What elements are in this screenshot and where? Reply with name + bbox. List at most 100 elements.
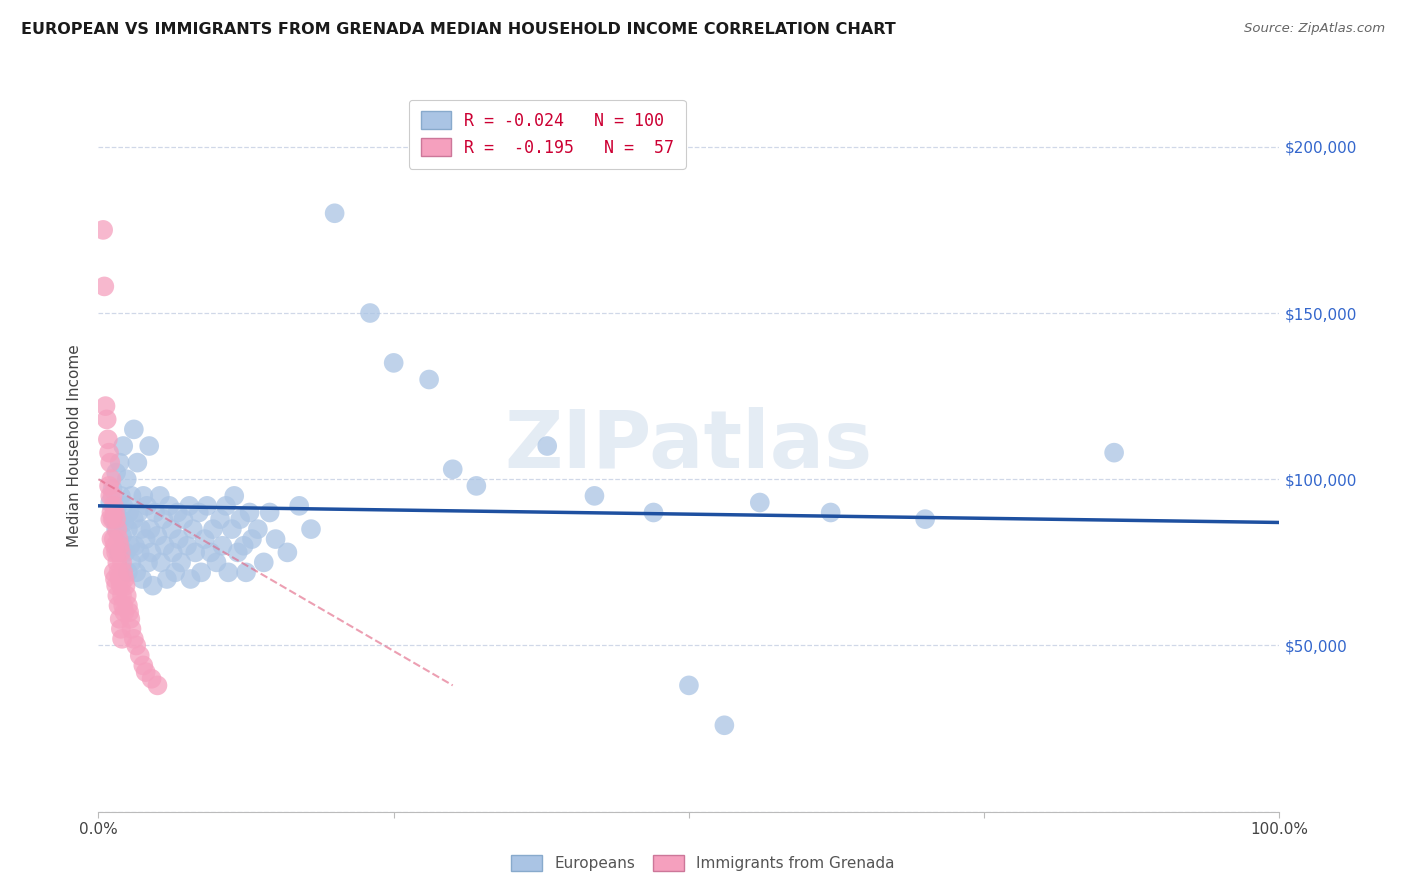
Point — [246, 522, 269, 536]
Point — [141, 545, 163, 559]
Text: EUROPEAN VS IMMIGRANTS FROM GRENADA MEDIAN HOUSEHOLD INCOME CORRELATION CHART: EUROPEAN VS IMMIGRANTS FROM GRENADA MEDI… — [21, 22, 896, 37]
Point — [132, 489, 155, 503]
Point — [217, 566, 239, 580]
Point — [96, 412, 118, 426]
Point — [153, 539, 176, 553]
Point — [107, 532, 129, 546]
Point — [162, 545, 184, 559]
Point — [117, 522, 139, 536]
Point — [264, 532, 287, 546]
Point — [100, 532, 122, 546]
Point — [229, 512, 252, 526]
Point — [122, 632, 145, 646]
Point — [100, 506, 122, 520]
Point — [103, 499, 125, 513]
Point — [141, 672, 163, 686]
Point — [94, 399, 117, 413]
Point — [114, 579, 136, 593]
Point — [165, 566, 187, 580]
Point — [150, 555, 173, 569]
Point — [124, 539, 146, 553]
Point — [122, 422, 145, 436]
Point — [211, 539, 233, 553]
Point — [105, 545, 128, 559]
Point — [110, 545, 132, 559]
Point — [125, 566, 148, 580]
Point — [117, 566, 139, 580]
Point — [239, 506, 262, 520]
Point — [235, 566, 257, 580]
Point — [105, 589, 128, 603]
Point — [115, 589, 138, 603]
Point — [678, 678, 700, 692]
Point — [382, 356, 405, 370]
Point — [111, 589, 134, 603]
Point — [194, 532, 217, 546]
Point — [180, 572, 202, 586]
Point — [152, 512, 174, 526]
Point — [172, 512, 194, 526]
Point — [98, 489, 121, 503]
Point — [200, 545, 222, 559]
Point — [100, 472, 122, 486]
Point — [110, 489, 132, 503]
Point — [101, 489, 124, 503]
Point — [120, 539, 142, 553]
Point — [195, 499, 218, 513]
Point — [117, 599, 139, 613]
Point — [101, 545, 124, 559]
Point — [110, 622, 132, 636]
Point — [128, 506, 150, 520]
Legend: Europeans, Immigrants from Grenada: Europeans, Immigrants from Grenada — [505, 849, 901, 877]
Point — [128, 545, 150, 559]
Point — [135, 665, 157, 679]
Point — [103, 532, 125, 546]
Point — [299, 522, 322, 536]
Point — [103, 566, 125, 580]
Point — [104, 539, 127, 553]
Point — [108, 612, 131, 626]
Point — [127, 456, 149, 470]
Point — [105, 466, 128, 480]
Point — [713, 718, 735, 732]
Point — [112, 516, 135, 530]
Point — [112, 499, 135, 513]
Point — [221, 522, 243, 536]
Point — [111, 529, 134, 543]
Point — [98, 456, 121, 470]
Point — [136, 555, 159, 569]
Point — [122, 512, 145, 526]
Point — [107, 599, 129, 613]
Point — [98, 479, 121, 493]
Point — [201, 522, 224, 536]
Point — [107, 566, 129, 580]
Point — [98, 495, 121, 509]
Text: ZIPatlas: ZIPatlas — [505, 407, 873, 485]
Point — [98, 445, 121, 459]
Point — [167, 532, 190, 546]
Point — [259, 506, 281, 520]
Point — [190, 566, 212, 580]
Point — [184, 545, 207, 559]
Point — [205, 555, 228, 569]
Point — [232, 539, 254, 553]
Y-axis label: Median Household Income: Median Household Income — [67, 344, 83, 548]
Point — [128, 648, 150, 663]
Point — [465, 479, 488, 493]
Point — [120, 612, 142, 626]
Point — [1102, 445, 1125, 459]
Point — [170, 555, 193, 569]
Point — [143, 506, 166, 520]
Point — [643, 506, 665, 520]
Point — [105, 512, 128, 526]
Point — [112, 439, 135, 453]
Point — [166, 506, 188, 520]
Point — [160, 522, 183, 536]
Point — [121, 622, 143, 636]
Point — [179, 499, 201, 513]
Point — [181, 522, 204, 536]
Point — [135, 499, 157, 513]
Point — [820, 506, 842, 520]
Point — [441, 462, 464, 476]
Point — [105, 579, 128, 593]
